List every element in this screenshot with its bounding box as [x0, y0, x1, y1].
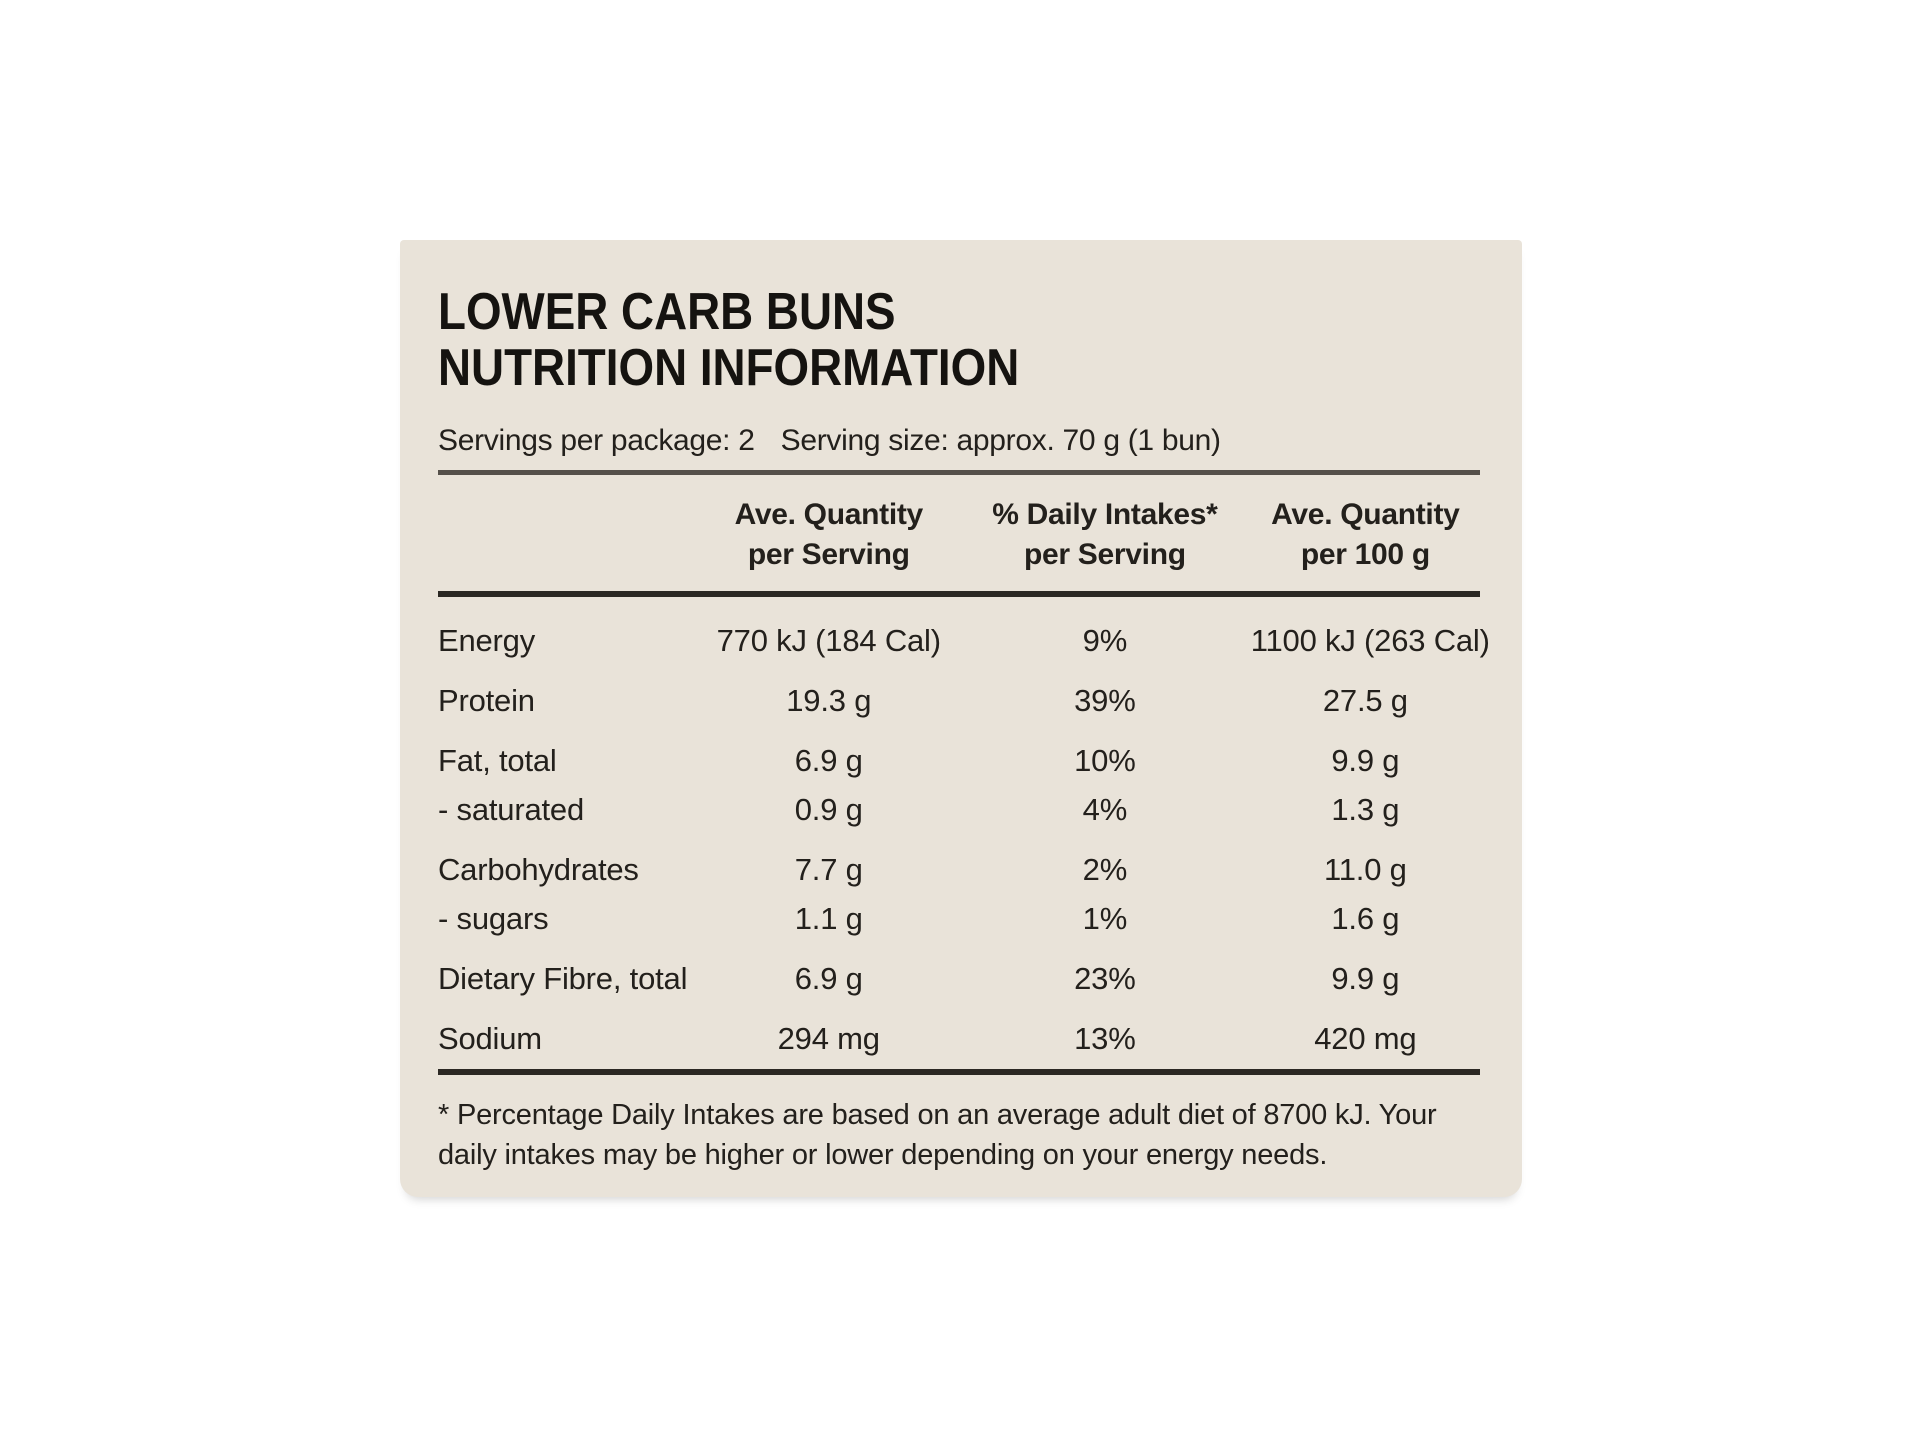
panel-title: LOWER CARB BUNS NUTRITION INFORMATION: [438, 284, 1355, 396]
panel-heading: NUTRITION INFORMATION: [438, 339, 1020, 397]
servings-per-package: Servings per package: 2: [438, 424, 755, 457]
value-per-serving: 7.7 g: [794, 852, 863, 887]
nutrient-name: Carbohydrates: [438, 852, 639, 887]
value-per-100g: 9.9 g: [1331, 961, 1400, 996]
table-row-sodium: Sodium 294 mg 13% 420 mg: [438, 1017, 1480, 1061]
value-daily-intake: 23%: [1074, 961, 1136, 996]
value-per-serving: 6.9 g: [794, 961, 863, 996]
header-daily-intakes-line2: per Serving: [1023, 538, 1186, 571]
value-daily-intake: 1%: [1082, 901, 1128, 936]
header-per-100g-line1: Ave. Quantity: [1271, 498, 1460, 531]
header-per-serving: Ave. Quantity per Serving: [699, 495, 960, 575]
table-row-fat-saturated: - saturated 0.9 g 4% 1.3 g: [438, 788, 1480, 832]
header-per-100g: Ave. Quantity per 100 g: [1251, 495, 1480, 575]
table-header-row: Ave. Quantity per Serving % Daily Intake…: [438, 495, 1480, 575]
nutrient-name: Fat, total: [438, 743, 557, 778]
nutrient-name: Sodium: [438, 1021, 542, 1056]
value-daily-intake: 10%: [1074, 743, 1136, 778]
table-row-energy: Energy 770 kJ (184 Cal) 9% 1100 kJ (263 …: [438, 619, 1490, 663]
value-daily-intake: 9%: [1082, 623, 1128, 658]
divider-header: [438, 591, 1480, 597]
value-per-100g: 9.9 g: [1331, 743, 1400, 778]
table-row-dietary-fibre: Dietary Fibre, total 6.9 g 23% 9.9 g: [438, 957, 1480, 1001]
value-per-100g: 11.0 g: [1324, 852, 1407, 887]
value-per-serving: 19.3 g: [786, 683, 872, 718]
header-per-100g-line2: per 100 g: [1300, 538, 1430, 571]
header-nutrient-column: [438, 495, 699, 575]
nutrition-table-body: Energy 770 kJ (184 Cal) 9% 1100 kJ (263 …: [438, 597, 1490, 1061]
value-per-serving: 770 kJ (184 Cal): [716, 623, 941, 658]
value-per-100g: 27.5 g: [1322, 683, 1408, 718]
value-per-serving: 6.9 g: [794, 743, 863, 778]
table-row-fat-total: Fat, total 6.9 g 10% 9.9 g: [438, 739, 1480, 783]
divider-bottom: [438, 1069, 1480, 1075]
nutrient-name: - saturated: [438, 792, 584, 827]
value-per-100g: 1100 kJ (263 Cal): [1250, 623, 1490, 658]
divider-top: [438, 470, 1480, 475]
value-daily-intake: 2%: [1082, 852, 1128, 887]
serving-info: Servings per package: 2 Serving size: ap…: [438, 422, 1480, 460]
table-row-sugars: - sugars 1.1 g 1% 1.6 g: [438, 897, 1480, 941]
nutrient-name: - sugars: [438, 901, 549, 936]
daily-intake-footnote: * Percentage Daily Intakes are based on …: [438, 1099, 1437, 1171]
value-per-100g: 1.3 g: [1331, 792, 1400, 827]
nutrient-name: Energy: [438, 623, 536, 658]
nutrient-name: Dietary Fibre, total: [438, 961, 688, 996]
value-daily-intake: 4%: [1082, 792, 1128, 827]
header-per-serving-line2: per Serving: [747, 538, 910, 571]
nutrient-name: Protein: [438, 683, 535, 718]
serving-size: Serving size: approx. 70 g (1 bun): [780, 424, 1221, 457]
value-per-serving: 294 mg: [777, 1021, 880, 1056]
value-per-100g: 1.6 g: [1331, 901, 1400, 936]
header-per-serving-line1: Ave. Quantity: [734, 498, 924, 531]
table-row-carbohydrates: Carbohydrates 7.7 g 2% 11.0 g: [438, 848, 1480, 892]
value-per-100g: 420 mg: [1314, 1021, 1417, 1056]
header-daily-intakes: % Daily Intakes* per Serving: [959, 495, 1251, 575]
value-per-serving: 1.1 g: [794, 901, 863, 936]
table-row-protein: Protein 19.3 g 39% 27.5 g: [438, 679, 1480, 723]
value-per-serving: 0.9 g: [794, 792, 863, 827]
header-daily-intakes-line1: % Daily Intakes*: [992, 498, 1218, 531]
value-daily-intake: 13%: [1074, 1021, 1136, 1056]
value-daily-intake: 39%: [1074, 683, 1136, 718]
product-name: LOWER CARB BUNS: [438, 283, 896, 341]
nutrition-panel: LOWER CARB BUNS NUTRITION INFORMATION Se…: [400, 240, 1522, 1197]
